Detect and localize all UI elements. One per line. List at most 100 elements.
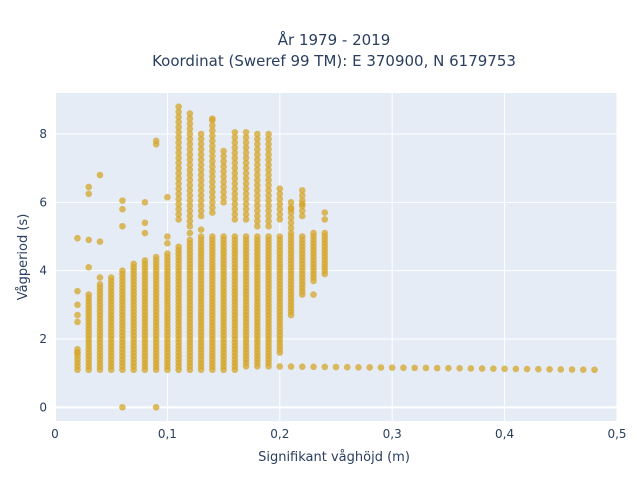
y-tick-label: 6 bbox=[39, 195, 47, 209]
data-point bbox=[254, 171, 261, 179]
data-point bbox=[186, 202, 194, 210]
data-point bbox=[197, 226, 205, 233]
data-point bbox=[254, 217, 261, 225]
data-point bbox=[220, 152, 227, 160]
data-point bbox=[265, 166, 272, 174]
data-point bbox=[209, 199, 216, 206]
data-point bbox=[186, 212, 194, 220]
data-point bbox=[298, 207, 306, 215]
grid bbox=[54, 93, 618, 421]
data-point bbox=[209, 233, 216, 240]
data-point bbox=[175, 139, 182, 146]
data-point bbox=[276, 233, 284, 240]
data-point bbox=[197, 187, 205, 194]
data-point bbox=[197, 192, 205, 199]
data-point bbox=[209, 158, 216, 165]
data-point bbox=[254, 146, 261, 153]
data-point bbox=[242, 128, 250, 136]
data-point bbox=[265, 192, 272, 199]
data-point bbox=[175, 103, 182, 110]
data-point bbox=[175, 180, 182, 187]
data-point bbox=[321, 216, 329, 223]
data-point bbox=[254, 222, 261, 230]
data-point bbox=[265, 130, 272, 138]
x-tick-label: 0,1 bbox=[158, 427, 177, 441]
data-point bbox=[254, 161, 261, 169]
data-point bbox=[74, 234, 81, 242]
data-point bbox=[186, 171, 194, 179]
data-point bbox=[242, 210, 250, 218]
data-point bbox=[298, 363, 306, 370]
data-point bbox=[186, 146, 194, 153]
data-point bbox=[175, 108, 182, 116]
data-point bbox=[242, 190, 250, 198]
data-point bbox=[164, 250, 171, 257]
data-point bbox=[276, 195, 284, 203]
data-point bbox=[242, 144, 250, 151]
data-point bbox=[231, 205, 239, 213]
data-point bbox=[220, 193, 227, 201]
data-point bbox=[231, 149, 239, 157]
data-point bbox=[197, 161, 205, 169]
x-tick-label: 0,3 bbox=[383, 427, 402, 441]
data-point bbox=[242, 164, 250, 172]
data-point bbox=[141, 219, 149, 227]
data-point bbox=[343, 363, 351, 371]
data-point bbox=[231, 216, 239, 223]
data-point bbox=[321, 270, 329, 278]
data-point bbox=[152, 253, 160, 261]
data-point bbox=[209, 168, 216, 175]
data-point bbox=[119, 404, 126, 411]
plot-area bbox=[55, 93, 617, 421]
data-point bbox=[231, 175, 239, 182]
data-point bbox=[254, 187, 261, 194]
data-point bbox=[231, 195, 239, 203]
data-point bbox=[231, 210, 239, 218]
chart-title-line-2: Koordinat (Sweref 99 TM): E 370900, N 61… bbox=[152, 52, 516, 70]
data-point bbox=[119, 205, 126, 213]
data-point bbox=[209, 173, 216, 181]
data-point bbox=[197, 135, 205, 143]
data-point bbox=[265, 135, 272, 143]
data-point bbox=[186, 197, 194, 204]
data-point bbox=[242, 233, 250, 240]
data-point bbox=[220, 168, 227, 175]
data-point bbox=[220, 173, 227, 181]
data-point bbox=[231, 134, 239, 141]
data-point bbox=[321, 363, 329, 371]
data-point bbox=[220, 163, 227, 170]
data-point bbox=[197, 212, 205, 220]
data-point bbox=[377, 364, 385, 371]
x-tick-labels: 0 0,1 0,2 0,3 0,4 0,5 bbox=[51, 427, 626, 441]
data-point bbox=[231, 169, 239, 177]
data-point bbox=[298, 233, 306, 240]
data-point bbox=[265, 176, 272, 184]
data-point bbox=[209, 188, 216, 196]
data-point bbox=[242, 195, 250, 203]
data-point bbox=[186, 115, 194, 122]
data-point bbox=[96, 238, 104, 245]
data-point bbox=[175, 195, 182, 203]
data-point bbox=[186, 161, 194, 169]
data-point bbox=[197, 156, 205, 163]
data-point bbox=[175, 134, 182, 141]
data-point bbox=[445, 364, 452, 372]
x-tick-label: 0,4 bbox=[495, 427, 514, 441]
y-tick-labels: 0 2 4 6 8 bbox=[39, 127, 47, 414]
data-point bbox=[546, 365, 553, 373]
data-point bbox=[197, 146, 205, 153]
data-point bbox=[85, 236, 93, 244]
data-point bbox=[141, 257, 149, 264]
data-point bbox=[242, 216, 250, 223]
data-point bbox=[254, 202, 261, 210]
data-point bbox=[220, 188, 227, 196]
data-point bbox=[74, 287, 81, 295]
data-point bbox=[186, 222, 194, 230]
data-point bbox=[276, 216, 284, 223]
data-point bbox=[209, 137, 216, 145]
data-point bbox=[254, 192, 261, 199]
data-point bbox=[197, 140, 205, 148]
data-point bbox=[310, 229, 317, 237]
data-point bbox=[265, 140, 272, 148]
